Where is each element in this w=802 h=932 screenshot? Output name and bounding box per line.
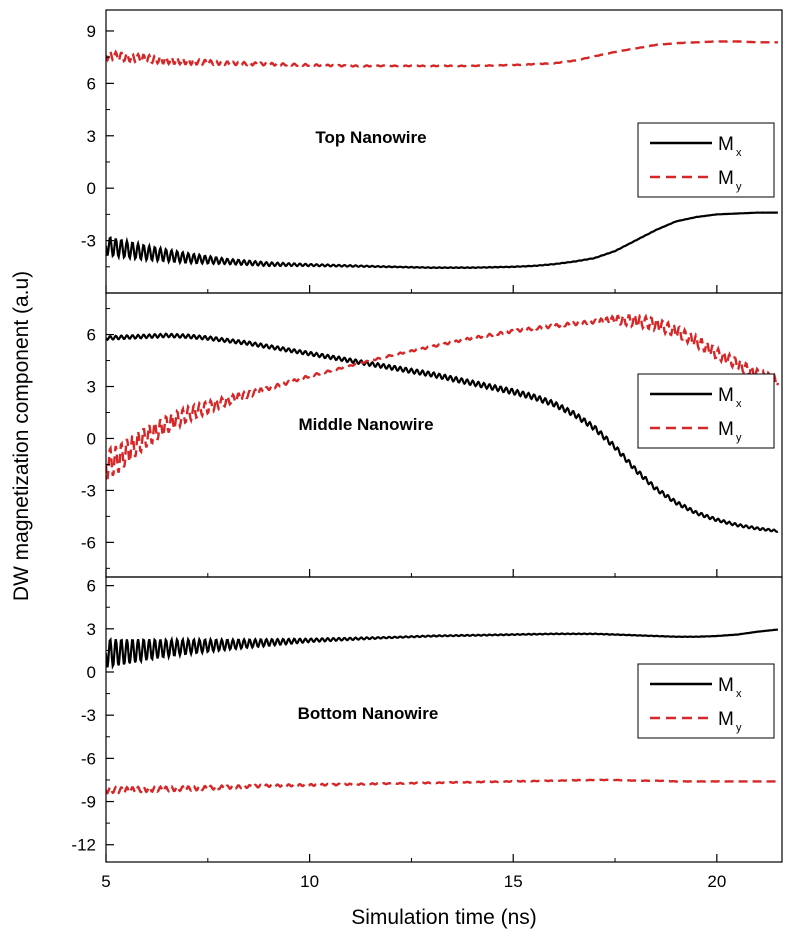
y-tick-label: -6	[81, 533, 96, 552]
y-tick-label: 0	[87, 179, 96, 198]
y-tick-label: -12	[71, 836, 96, 855]
legend-label-my: M	[718, 168, 734, 189]
series-my-line	[106, 311, 780, 480]
legend-subscript: y	[736, 432, 742, 444]
series-mx-line	[106, 628, 779, 670]
panel-label: Top Nanowire	[315, 128, 426, 147]
y-tick-label: -9	[81, 793, 96, 812]
y-tick-label: 6	[87, 74, 96, 93]
panel-middle: -6 -3 0 3 6 Middle Nanowire M xM y	[81, 292, 783, 578]
y-tick-label: 9	[87, 22, 96, 41]
y-tick-label: 3	[87, 378, 96, 397]
x-axis-title: Simulation time (ns)	[351, 906, 537, 929]
panel-frame	[105, 576, 783, 863]
y-tick-label: 3	[87, 620, 96, 639]
x-tick-label: 10	[300, 872, 319, 891]
series-mx-line	[106, 332, 779, 533]
panel-bottom: -12 -9 -6 -3 0 3 6 Bottom Nanowire M xM y	[71, 576, 783, 863]
legend-subscript: y	[736, 181, 742, 193]
y-tick-label: -6	[81, 749, 96, 768]
legend-label-my: M	[718, 709, 734, 730]
series-mx-line	[106, 211, 778, 270]
x-tick-label: 15	[504, 872, 523, 891]
legend-box	[637, 663, 775, 739]
legend-label-my: M	[718, 419, 734, 440]
legend-label-mx: M	[718, 675, 734, 696]
legend-box	[637, 122, 775, 198]
legend-subscript: x	[736, 147, 742, 159]
panel-label: Middle Nanowire	[298, 415, 433, 434]
y-tick-label: 3	[87, 127, 96, 146]
legend-subscript: x	[736, 688, 742, 700]
legend-label-mx: M	[718, 385, 734, 406]
panel-label: Bottom Nanowire	[298, 704, 439, 723]
x-tick-label: 20	[707, 872, 726, 891]
x-tick-label: 5	[101, 872, 110, 891]
y-tick-label: 6	[87, 577, 96, 596]
y-tick-label: -3	[81, 481, 96, 500]
y-axis-title: DW magnetization component (a.u)	[10, 271, 33, 601]
series-my-line	[106, 40, 778, 68]
legend-label-mx: M	[718, 134, 734, 155]
y-tick-label: 6	[87, 326, 96, 345]
legend-subscript: x	[736, 398, 742, 410]
y-tick-label: 0	[87, 429, 96, 448]
legend-box	[637, 373, 775, 449]
legend-subscript: y	[736, 722, 742, 734]
y-tick-label: -3	[81, 232, 96, 251]
series-my-line	[106, 778, 778, 795]
y-tick-label: 0	[87, 663, 96, 682]
y-tick-label: -3	[81, 706, 96, 725]
